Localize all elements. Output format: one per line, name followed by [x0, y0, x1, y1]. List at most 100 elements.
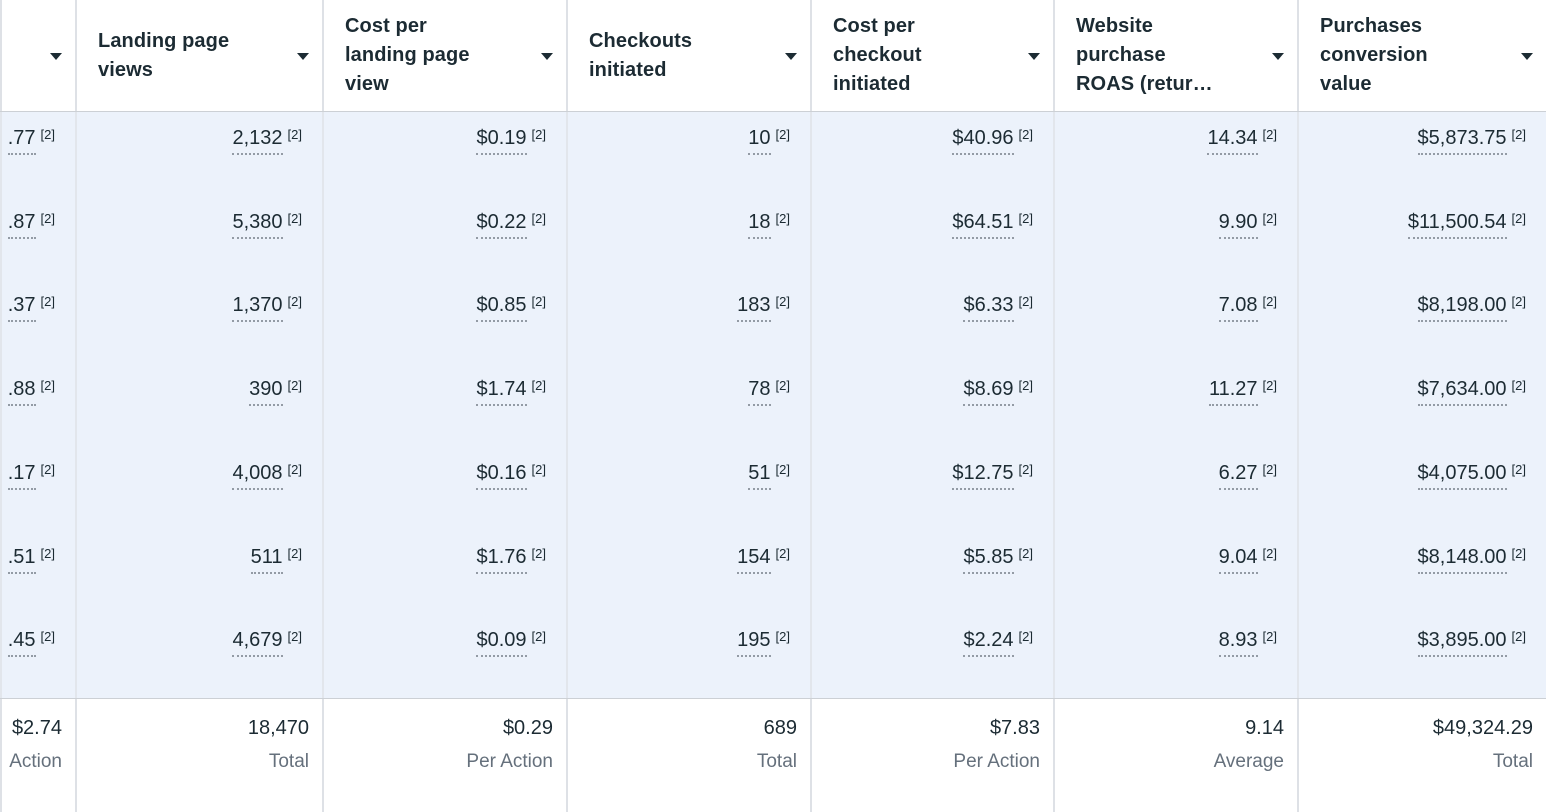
footnote-marker: [2]	[40, 378, 55, 394]
summary-value: 18,470	[247, 716, 309, 739]
table-cell-checkouts-initiated: 18 [2]	[566, 195, 810, 280]
metric-value: $4,075.00	[1417, 461, 1507, 490]
metric-value: $64.51	[952, 210, 1014, 239]
metric-value: $12.75	[952, 461, 1014, 490]
metric-value: $0.09	[476, 628, 527, 658]
metric-value: .45	[7, 628, 36, 658]
metric-value: 2,132	[232, 126, 283, 155]
metric-value: .87	[7, 210, 36, 239]
footnote-marker: [2]	[1511, 127, 1526, 142]
metric-value: .77	[7, 126, 36, 155]
caret-down-icon[interactable]	[1028, 52, 1040, 60]
table-cell-cost-per-checkout-initiated: $5.85 [2]	[810, 530, 1053, 615]
table-cell-website-purchase-roas: 6.27 [2]	[1053, 446, 1297, 531]
caret-down-icon[interactable]	[1272, 52, 1284, 60]
metric-value: $0.22	[476, 210, 527, 239]
footnote-marker: [2]	[775, 294, 790, 310]
footnote-marker: [2]	[531, 127, 546, 142]
table-cell-checkouts-initiated: 78 [2]	[566, 363, 810, 447]
metric-value: .51	[7, 545, 36, 574]
summary-aggregation-label: Per Action	[466, 750, 553, 772]
column-header-website-purchase-roas[interactable]: Website purchase ROAS (retur…	[1053, 0, 1297, 111]
summary-value: 9.14	[1245, 716, 1284, 739]
table-cell-website-purchase-roas: 11.27 [2]	[1053, 363, 1297, 447]
table-cell-leading-clipped: .77 [2]	[0, 112, 75, 196]
footnote-marker: [2]	[775, 210, 790, 226]
footnote-marker: [2]	[287, 461, 302, 477]
footnote-marker: [2]	[1262, 378, 1277, 394]
footnote-marker: [2]	[531, 378, 546, 394]
metric-value: .37	[7, 293, 36, 323]
table-cell-leading-clipped: .88 [2]	[0, 363, 75, 447]
footnote-marker: [2]	[775, 127, 790, 142]
table-cell-cost-per-checkout-initiated: $2.24 [2]	[810, 614, 1053, 698]
column-header-landing-page-views[interactable]: Landing page views	[75, 0, 322, 111]
table-cell-checkouts-initiated: 154 [2]	[566, 530, 810, 615]
caret-down-icon[interactable]	[1521, 52, 1533, 60]
caret-down-icon[interactable]	[785, 52, 797, 60]
table-cell-website-purchase-roas: 9.90 [2]	[1053, 195, 1297, 280]
table-cell-checkouts-initiated: 195 [2]	[566, 614, 810, 698]
table-cell-landing-page-views: 4,008 [2]	[75, 446, 322, 531]
summary-value: $7.83	[989, 716, 1040, 739]
column-header-label: Checkouts initiated	[589, 29, 693, 81]
caret-down-icon[interactable]	[541, 52, 553, 60]
metric-value: $0.85	[476, 293, 527, 323]
metric-value: $5,873.75	[1417, 126, 1507, 155]
footnote-marker: [2]	[287, 127, 302, 142]
footnote-marker: [2]	[1511, 378, 1526, 394]
footnote-marker: [2]	[1018, 629, 1033, 645]
metric-value: $8.69	[963, 377, 1014, 407]
column-header-purchases-conversion-value[interactable]: Purchases conversion value	[1297, 0, 1546, 111]
metric-value: .17	[7, 461, 36, 490]
footnote-marker: [2]	[1262, 545, 1277, 561]
column-header-leading-clipped[interactable]	[0, 0, 75, 111]
footnote-marker: [2]	[1018, 127, 1033, 142]
metric-value: 9.90	[1218, 210, 1258, 239]
footnote-marker: [2]	[287, 294, 302, 310]
metric-value: .88	[7, 377, 36, 407]
summary-value: $49,324.29	[1432, 716, 1533, 739]
column-header-label: Cost per checkout initiated	[833, 15, 922, 95]
table-cell-purchases-conversion-value: $8,198.00 [2]	[1297, 279, 1546, 364]
summary-aggregation-label: Per Action	[953, 750, 1040, 772]
table-summary-row: $2.74 Action 18,470 Total $0.29 Per Action 689…	[0, 697, 1546, 812]
metric-value: 9.04	[1218, 545, 1258, 574]
table-cell-leading-clipped: .51 [2]	[0, 530, 75, 615]
metric-value: 183	[737, 293, 771, 323]
metric-value: 4,679	[232, 628, 283, 658]
column-header-cost-per-landing-page-view[interactable]: Cost per landing page view	[322, 0, 566, 111]
summary-value: $2.74	[11, 716, 62, 739]
metric-value: $7,634.00	[1417, 377, 1507, 407]
table-cell-purchases-conversion-value: $11,500.54 [2]	[1297, 195, 1546, 280]
table-cell-landing-page-views: 390 [2]	[75, 363, 322, 447]
metric-value: $2.24	[963, 628, 1014, 658]
summary-aggregation-label: Total	[1492, 750, 1533, 772]
footnote-marker: [2]	[1262, 127, 1277, 142]
table-header-row: Landing page views Cost per landing page …	[0, 0, 1546, 112]
table-cell-cost-per-landing-page-view: $1.74 [2]	[322, 363, 566, 447]
caret-down-icon[interactable]	[297, 52, 309, 60]
footnote-marker: [2]	[287, 378, 302, 394]
footnote-marker: [2]	[1511, 545, 1526, 561]
column-header-checkouts-initiated[interactable]: Checkouts initiated	[566, 0, 810, 111]
footnote-marker: [2]	[40, 210, 55, 226]
metric-value: 4,008	[232, 461, 283, 490]
summary-cell-website-purchase-roas: 9.14 Average	[1053, 698, 1297, 812]
metric-value: 6.27	[1218, 461, 1258, 490]
table-cell-cost-per-checkout-initiated: $40.96 [2]	[810, 112, 1053, 196]
table-cell-cost-per-landing-page-view: $0.09 [2]	[322, 614, 566, 698]
caret-down-icon[interactable]	[50, 52, 62, 60]
summary-aggregation-label: Total	[268, 750, 309, 772]
summary-value: 689	[763, 716, 797, 739]
metric-value: 5,380	[232, 210, 283, 239]
metric-value: 11.27	[1208, 377, 1258, 407]
footnote-marker: [2]	[1511, 629, 1526, 645]
metric-value: $3,895.00	[1417, 628, 1507, 658]
table-cell-cost-per-landing-page-view: $0.85 [2]	[322, 279, 566, 364]
summary-cell-purchases-conversion-value: $49,324.29 Total	[1297, 698, 1546, 812]
footnote-marker: [2]	[531, 545, 546, 561]
summary-value: $0.29	[502, 716, 553, 739]
table-cell-cost-per-checkout-initiated: $12.75 [2]	[810, 446, 1053, 531]
column-header-cost-per-checkout-initiated[interactable]: Cost per checkout initiated	[810, 0, 1053, 111]
